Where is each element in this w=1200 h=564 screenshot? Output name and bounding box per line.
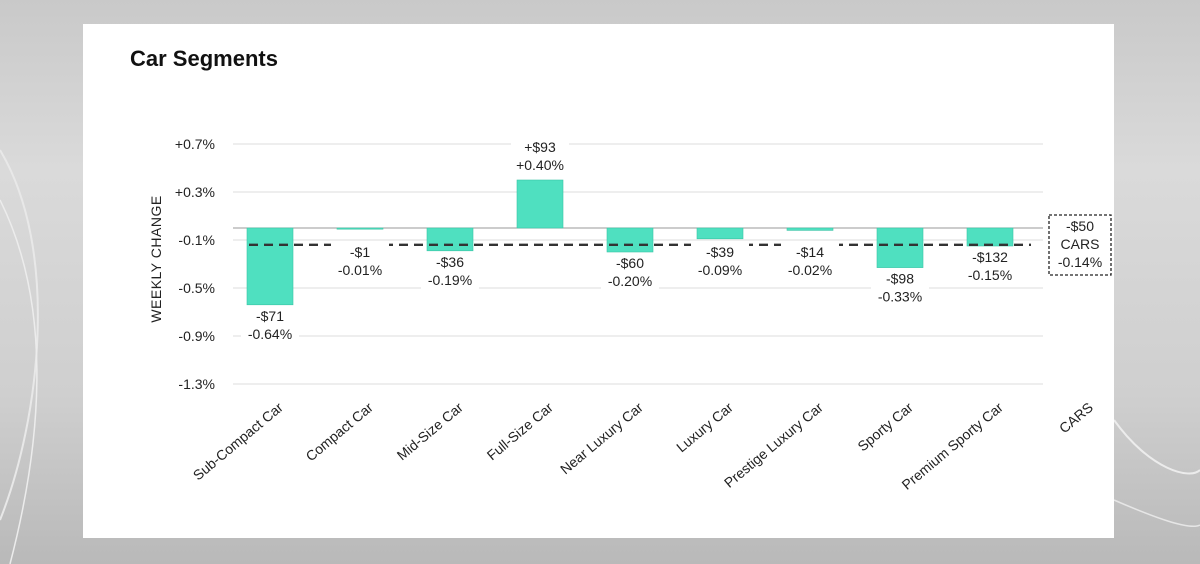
x-tick-label: Full-Size Car xyxy=(484,399,557,463)
bar xyxy=(696,227,744,240)
x-tick-label: Premium Sporty Car xyxy=(898,399,1006,493)
data-label-dollar: -$71 xyxy=(256,308,284,324)
chart-title: Car Segments xyxy=(130,46,278,71)
x-tick-label: Luxury Car xyxy=(673,399,736,455)
data-label-dollar: -$60 xyxy=(616,255,644,271)
data-label-background xyxy=(511,138,569,176)
summary-label: CARS xyxy=(1061,236,1100,252)
y-tick-label: +0.3% xyxy=(175,184,215,200)
data-label-percent: -0.01% xyxy=(338,262,382,278)
bar xyxy=(336,227,384,230)
x-tick-label: Near Luxury Car xyxy=(557,399,646,477)
data-label-background xyxy=(331,242,389,281)
data-label-percent: -0.15% xyxy=(968,267,1012,283)
x-tick-label: Sub-Compact Car xyxy=(190,399,286,483)
summary-dollar: -$50 xyxy=(1066,218,1094,234)
y-tick-label: -0.5% xyxy=(178,280,215,296)
bar-chart: +0.7% +0.3% -0.1% -0.5% -0.9% -1.3% WEEKLY CHA… xyxy=(148,136,1112,493)
data-label-dollar: -$132 xyxy=(972,249,1008,265)
y-tick-label: -0.1% xyxy=(178,232,215,248)
data-label-background xyxy=(691,242,749,281)
summary-box xyxy=(1048,214,1112,276)
data-label-background xyxy=(961,248,1019,286)
data-label-background xyxy=(871,269,929,308)
x-tick-label: CARS xyxy=(1056,399,1096,436)
data-label-dollar: -$98 xyxy=(886,271,914,287)
data-label-percent: -0.19% xyxy=(428,272,472,288)
y-tick-label: -0.9% xyxy=(178,328,215,344)
x-tick-label: Sporty Car xyxy=(854,399,916,454)
bar xyxy=(786,227,834,231)
data-label-dollar: -$36 xyxy=(436,254,464,270)
data-label-dollar: -$14 xyxy=(796,244,824,260)
bar xyxy=(516,179,564,229)
data-label-background xyxy=(781,242,839,281)
data-label-percent: +0.40% xyxy=(516,157,564,173)
bar xyxy=(426,227,474,252)
data-label-percent: -0.33% xyxy=(878,289,922,305)
data-label-percent: -0.20% xyxy=(608,273,652,289)
data-label-background xyxy=(421,252,479,291)
data-label-background xyxy=(241,306,299,345)
bar xyxy=(876,227,924,268)
data-label-percent: -0.09% xyxy=(698,262,742,278)
data-label-dollar: -$39 xyxy=(706,244,734,260)
chart-card: Car Segments +0.7% +0.3% -0.1% -0.5% -0.9% -1… xyxy=(83,24,1114,538)
x-tick-label: Prestige Luxury Car xyxy=(721,399,826,491)
data-label-background xyxy=(601,254,659,292)
data-label-dollar: -$1 xyxy=(350,244,370,260)
y-tick-label: +0.7% xyxy=(175,136,215,152)
bar xyxy=(606,227,654,253)
data-label-dollar: +$93 xyxy=(524,139,556,155)
y-tick-label: -1.3% xyxy=(178,376,215,392)
bar xyxy=(246,227,294,306)
data-label-percent: -0.64% xyxy=(248,326,292,342)
bar xyxy=(966,227,1014,247)
y-axis-label: WEEKLY CHANGE xyxy=(148,195,164,322)
data-label-percent: -0.02% xyxy=(788,262,832,278)
x-tick-label: Compact Car xyxy=(302,399,376,464)
summary-percent: -0.14% xyxy=(1058,254,1102,270)
x-tick-label: Mid-Size Car xyxy=(394,399,467,463)
